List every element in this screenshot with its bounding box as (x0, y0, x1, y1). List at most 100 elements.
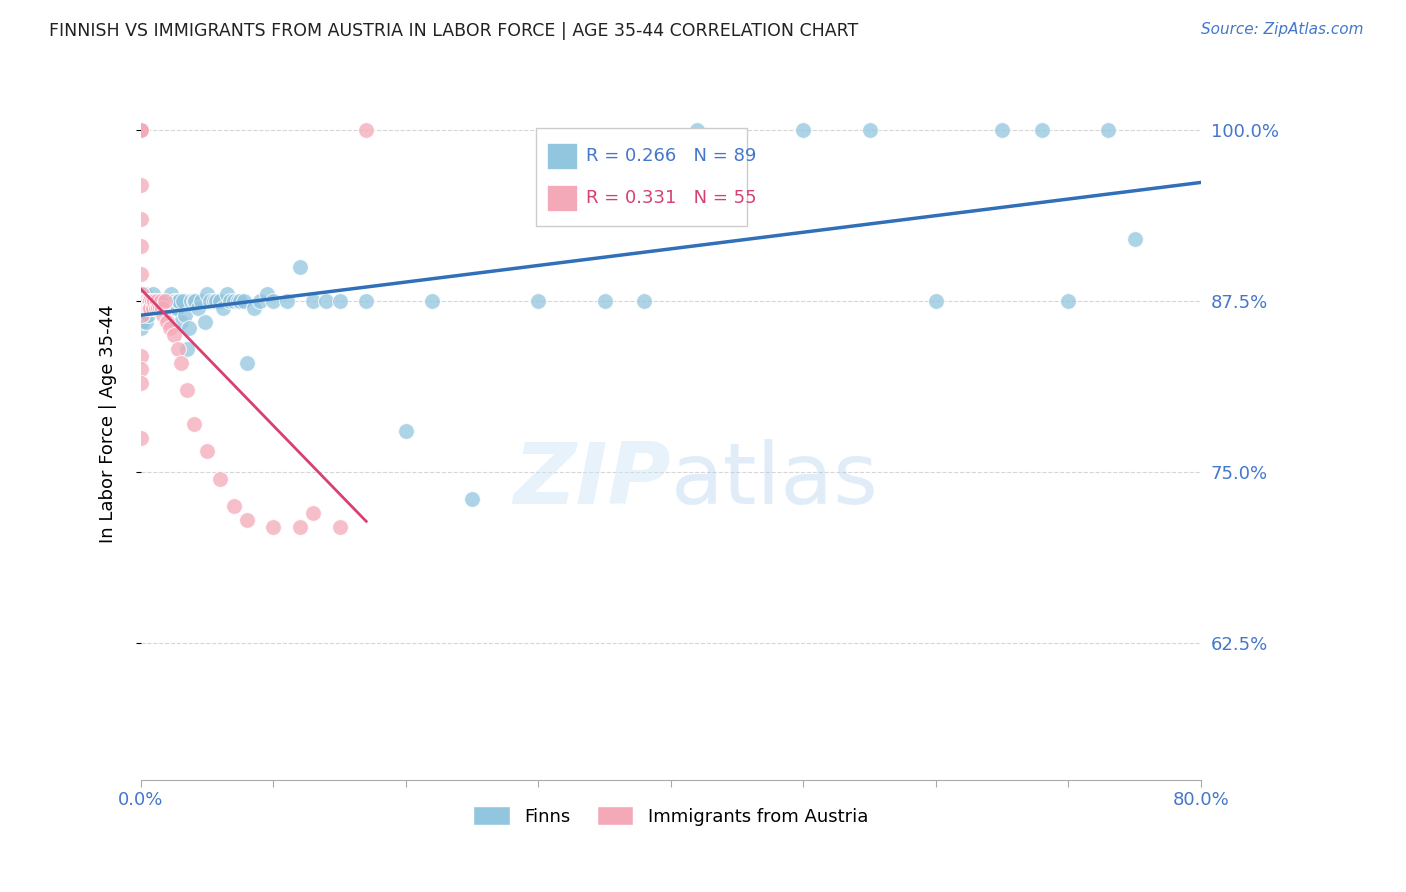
Point (129, 123, 152, 137)
Point (198, 293, 221, 308)
Point (288, 519, 311, 533)
Point (134, 293, 156, 308)
Point (129, 123, 152, 137)
Bar (547, 143, 576, 169)
Point (136, 308, 159, 322)
Point (129, 314, 152, 328)
Point (395, 424, 418, 438)
Point (242, 301, 264, 315)
Point (149, 301, 172, 315)
Point (222, 499, 245, 513)
Point (142, 287, 165, 301)
Point (149, 293, 172, 308)
Point (183, 293, 205, 308)
Point (633, 293, 655, 308)
Point (132, 301, 155, 315)
Point (129, 123, 152, 137)
Point (163, 328, 186, 343)
Point (209, 293, 232, 308)
Point (141, 293, 163, 308)
Point (134, 287, 156, 301)
Point (131, 314, 153, 328)
Point (159, 321, 181, 335)
Point (236, 355, 259, 369)
Point (315, 293, 337, 308)
Point (129, 123, 152, 137)
Point (217, 287, 239, 301)
Point (593, 293, 616, 308)
Point (129, 267, 152, 281)
Point (143, 301, 166, 315)
Point (991, 123, 1014, 137)
Point (276, 293, 298, 308)
Point (142, 301, 165, 315)
Point (172, 293, 194, 308)
Point (129, 376, 152, 390)
Point (160, 287, 183, 301)
Point (218, 293, 240, 308)
Point (193, 314, 215, 328)
Point (686, 123, 709, 137)
Text: Source: ZipAtlas.com: Source: ZipAtlas.com (1201, 22, 1364, 37)
Point (132, 293, 155, 308)
Point (145, 301, 167, 315)
Point (1057, 293, 1080, 308)
Point (236, 513, 259, 527)
Point (135, 293, 157, 308)
Point (138, 293, 160, 308)
Point (132, 293, 155, 308)
Point (138, 301, 160, 315)
Point (136, 293, 159, 308)
Point (422, 293, 444, 308)
Point (153, 293, 176, 308)
Point (129, 362, 152, 376)
Point (148, 301, 170, 315)
Point (136, 301, 159, 315)
Point (176, 383, 198, 397)
Point (302, 293, 325, 308)
Point (170, 355, 193, 369)
Point (1031, 123, 1053, 137)
Point (222, 293, 245, 308)
Point (143, 293, 166, 308)
Point (131, 287, 153, 301)
Point (150, 301, 173, 315)
Text: FINNISH VS IMMIGRANTS FROM AUSTRIA IN LABOR FORCE | AGE 35-44 CORRELATION CHART: FINNISH VS IMMIGRANTS FROM AUSTRIA IN LA… (49, 22, 859, 40)
Point (156, 293, 179, 308)
FancyBboxPatch shape (536, 128, 747, 227)
Point (190, 293, 212, 308)
Point (129, 431, 152, 445)
Point (183, 417, 205, 431)
Point (159, 293, 181, 308)
Point (167, 342, 190, 356)
Point (170, 314, 193, 328)
Point (461, 492, 484, 507)
Point (152, 308, 174, 322)
Point (129, 123, 152, 137)
Point (134, 301, 156, 315)
Point (155, 301, 177, 315)
Point (129, 211, 152, 226)
Point (146, 293, 169, 308)
Point (1123, 232, 1146, 246)
Point (129, 178, 152, 192)
Point (162, 301, 184, 315)
Point (129, 293, 152, 308)
Point (177, 321, 200, 335)
Point (156, 314, 179, 328)
Point (180, 293, 202, 308)
Point (329, 519, 352, 533)
Point (169, 293, 191, 308)
Point (205, 293, 228, 308)
Point (129, 239, 152, 253)
Text: atlas: atlas (671, 440, 879, 523)
Point (354, 123, 377, 137)
Point (249, 293, 271, 308)
Point (166, 301, 188, 315)
Point (134, 293, 156, 308)
Point (329, 293, 352, 308)
Point (167, 293, 190, 308)
Legend: Finns, Immigrants from Austria: Finns, Immigrants from Austria (464, 797, 877, 835)
Point (145, 293, 167, 308)
Point (792, 123, 814, 137)
